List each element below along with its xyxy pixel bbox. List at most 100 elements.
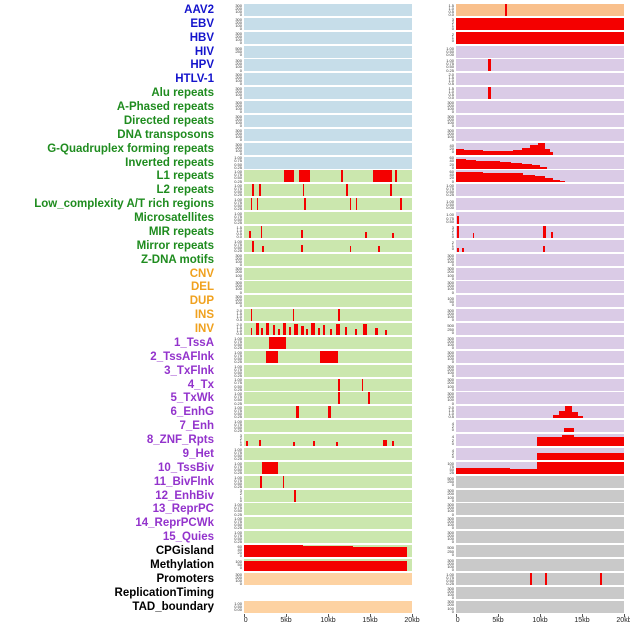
track-y-axis-left: 1.00 0.75 0.50 0.25 — [218, 448, 244, 460]
x-tick-label: 5kb — [492, 616, 504, 624]
y-tick-label: 0.0 — [448, 12, 454, 17]
y-tick-label: 1.00 — [234, 336, 242, 341]
x-axis-tick — [456, 613, 457, 617]
track-label: DEL — [191, 281, 214, 294]
data-bar — [364, 231, 367, 238]
track-label: Methylation — [150, 558, 214, 571]
track-panel-right — [456, 572, 624, 585]
y-tick-label: 100 — [235, 300, 242, 306]
y-tick-label: 0 — [451, 372, 454, 377]
x-axis-tick — [328, 613, 329, 617]
y-tick-label: 200 — [447, 352, 454, 358]
track-y-axis-right: 60 40 20 0 — [412, 170, 456, 182]
data-bar — [550, 152, 554, 155]
y-tick-label: 1.00 — [446, 572, 454, 577]
track-y-axis-right: 300 200 100 0 — [412, 365, 456, 377]
track-panel-right — [456, 503, 624, 516]
track-label: AAV2 — [184, 3, 214, 16]
track-row: Promoters 300 200 100 0 1.00 0.75 0.50 0.25 — [2, 572, 630, 586]
tracks-container: AAV2 300 200 100 0 1.5 1.0 0.5 0.0 EBV 300 200 100 0 3… — [2, 3, 630, 614]
track-panel-left — [244, 350, 412, 363]
y-tick-label: 300 — [447, 586, 454, 591]
y-tick-label: 0 — [451, 123, 454, 128]
track-label: DNA transposons — [117, 128, 214, 141]
data-bar — [319, 350, 339, 363]
track-y-axis-left: 300 200 100 0 — [218, 573, 244, 585]
y-tick-label: 100 — [447, 494, 454, 500]
y-tick-label: 0 — [239, 39, 242, 44]
y-tick-label: 0.25 — [234, 358, 242, 363]
y-tick-label: 1.00 — [234, 420, 242, 424]
track-row: 3_TxFlnk 1.00 0.75 0.50 0.25 300 200 100 0 — [2, 364, 630, 378]
data-bar — [400, 198, 402, 211]
y-tick-label: 0.5 — [448, 414, 454, 419]
track-label: DUP — [189, 295, 214, 308]
y-tick-label: 1.00 — [234, 211, 242, 216]
y-tick-label: 0.75 — [234, 394, 242, 400]
y-tick-label: 1 — [451, 243, 454, 249]
y-tick-label: 0.50 — [446, 49, 454, 55]
track-y-axis-right: 1.00 0.50 0.00 — [412, 200, 456, 209]
data-bar — [252, 184, 255, 197]
data-bar — [301, 326, 304, 336]
y-tick-label: 2 — [451, 437, 454, 443]
track-y-axis-right: 300 200 100 0 — [412, 309, 456, 321]
y-tick-label: 300 — [235, 253, 242, 258]
track-y-axis-right: 1.00 0.75 0.50 0.25 — [412, 573, 456, 585]
track-panel-right — [456, 434, 624, 447]
y-tick-label: 1.00 — [234, 475, 242, 480]
track-label: 4_Tx — [187, 378, 214, 391]
data-bar — [385, 329, 388, 336]
track-y-axis-left: 1.5 1.0 0.5 0.0 — [218, 226, 244, 238]
y-tick-label: 2 — [451, 451, 454, 457]
data-bar — [349, 245, 352, 252]
y-tick-label: 60 — [237, 544, 242, 549]
y-tick-label: 0.25 — [234, 192, 242, 197]
y-tick-label: 0.75 — [234, 533, 242, 539]
data-bar — [375, 327, 378, 336]
y-tick-label: 1.00 — [234, 517, 242, 522]
track-label: CNV — [189, 267, 214, 280]
track-label: Inverted repeats — [125, 156, 214, 169]
y-tick-label: 1.00 — [446, 46, 454, 51]
y-tick-label: 100 — [235, 133, 242, 139]
track-label: HBV — [189, 31, 214, 44]
x-axis-row: 0 5kb 10kb 15kb 20kb 0 5kb 10kb 15kb 20kb — [2, 613, 630, 627]
y-tick-label: 300 — [447, 364, 454, 369]
data-bar — [456, 171, 470, 183]
y-tick-label: 300 — [235, 100, 242, 105]
data-bar — [531, 165, 540, 169]
track-panel-left — [244, 558, 412, 571]
data-bar — [560, 181, 566, 183]
data-bar — [391, 440, 394, 447]
y-tick-label: 300 — [235, 3, 242, 8]
track-y-axis-left: 300 200 100 0 — [218, 87, 244, 99]
data-bar — [338, 378, 340, 391]
data-bar — [457, 247, 459, 252]
y-tick-label: 100 — [235, 78, 242, 84]
y-tick-label: 0 — [451, 454, 454, 459]
track-y-axis-left: 300 200 100 0 — [218, 295, 244, 307]
track-label: 3_TxFlnk — [164, 364, 214, 377]
data-bar — [292, 309, 295, 322]
track-row: 1_TssA 1.00 0.75 0.50 0.25 300 200 100 0 — [2, 336, 630, 350]
track-y-axis-right: 60 40 20 0 — [412, 156, 456, 168]
data-bar — [456, 467, 483, 474]
y-tick-label: 0 — [451, 567, 454, 572]
data-bar — [256, 198, 259, 211]
track-panel-right — [456, 517, 624, 530]
y-tick-label: 300 — [447, 489, 454, 494]
y-tick-label: 0.50 — [234, 508, 242, 514]
y-tick-label: 1.00 — [234, 378, 242, 383]
data-bar — [540, 166, 547, 169]
y-tick-label: 100 — [235, 64, 242, 70]
track-y-axis-left: 1.00 0.75 0.50 0.25 — [218, 365, 244, 377]
data-bar — [250, 198, 253, 211]
y-tick-label: 0 — [451, 317, 454, 322]
y-tick-label: 1.00 — [234, 503, 242, 508]
y-tick-label: 200 — [235, 144, 242, 150]
y-tick-label: 100 — [447, 369, 454, 375]
y-tick-label: 300 — [235, 73, 242, 78]
track-label: 7_Enh — [179, 420, 214, 433]
